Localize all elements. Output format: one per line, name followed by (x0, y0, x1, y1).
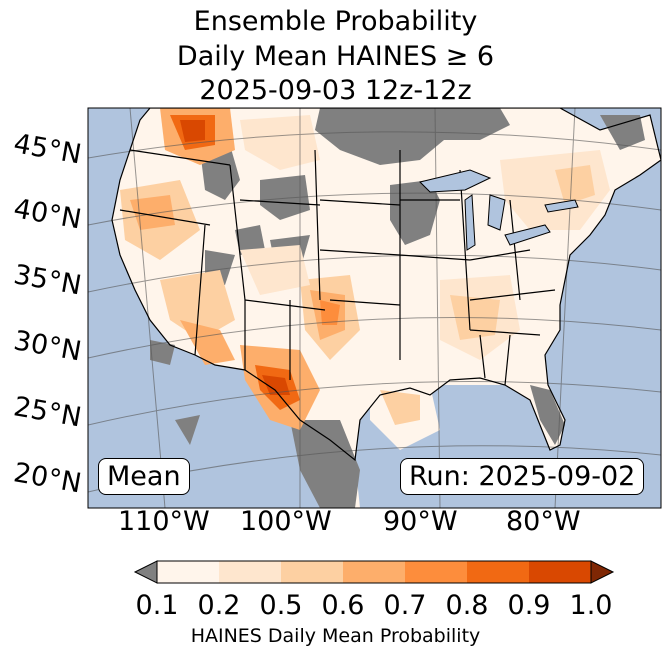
colorbar-bin (157, 561, 220, 583)
colorbar-tick-label: 0.9 (507, 590, 551, 621)
colorbar-tick-label: 0.8 (445, 590, 489, 621)
colorbar-bin (467, 561, 530, 583)
colorbar-bin (343, 561, 406, 583)
colorbar-tick-label: 0.5 (259, 590, 303, 621)
colorbar-under-arrow (133, 560, 158, 584)
title-line-1: Ensemble Probability (193, 6, 478, 37)
run-date-badge: Run: 2025-09-02 (400, 458, 645, 495)
state-borders (111, 108, 661, 462)
colorbar-over-arrow (590, 560, 615, 584)
colorbar-tick-label: 0.1 (135, 590, 179, 621)
colorbar-bin (219, 561, 282, 583)
colorbar-tick-label: 0.7 (383, 590, 427, 621)
lon-label-80: 80°W (506, 506, 581, 537)
lon-label-110: 110°W (118, 506, 210, 537)
map-frame (87, 107, 662, 509)
title-line-3: 2025-09-03 12z-12z (199, 75, 472, 106)
colorbar-tick-label: 0.2 (197, 590, 241, 621)
title-line-2: Daily Mean HAINES ≥ 6 (176, 41, 495, 72)
colorbar-tick-label: 1.0 (569, 590, 613, 621)
great-lakes (419, 169, 579, 251)
lon-label-100: 100°W (240, 506, 332, 537)
colorbar (133, 560, 615, 584)
colorbar-bin (529, 561, 592, 583)
colorbar-bin (281, 561, 344, 583)
mean-badge: Mean (98, 458, 190, 495)
colorbar-bin (405, 561, 468, 583)
colorbar-label: HAINES Daily Mean Probability (190, 625, 481, 647)
lon-label-90: 90°W (383, 506, 458, 537)
colorbar-tick-label: 0.6 (321, 590, 365, 621)
